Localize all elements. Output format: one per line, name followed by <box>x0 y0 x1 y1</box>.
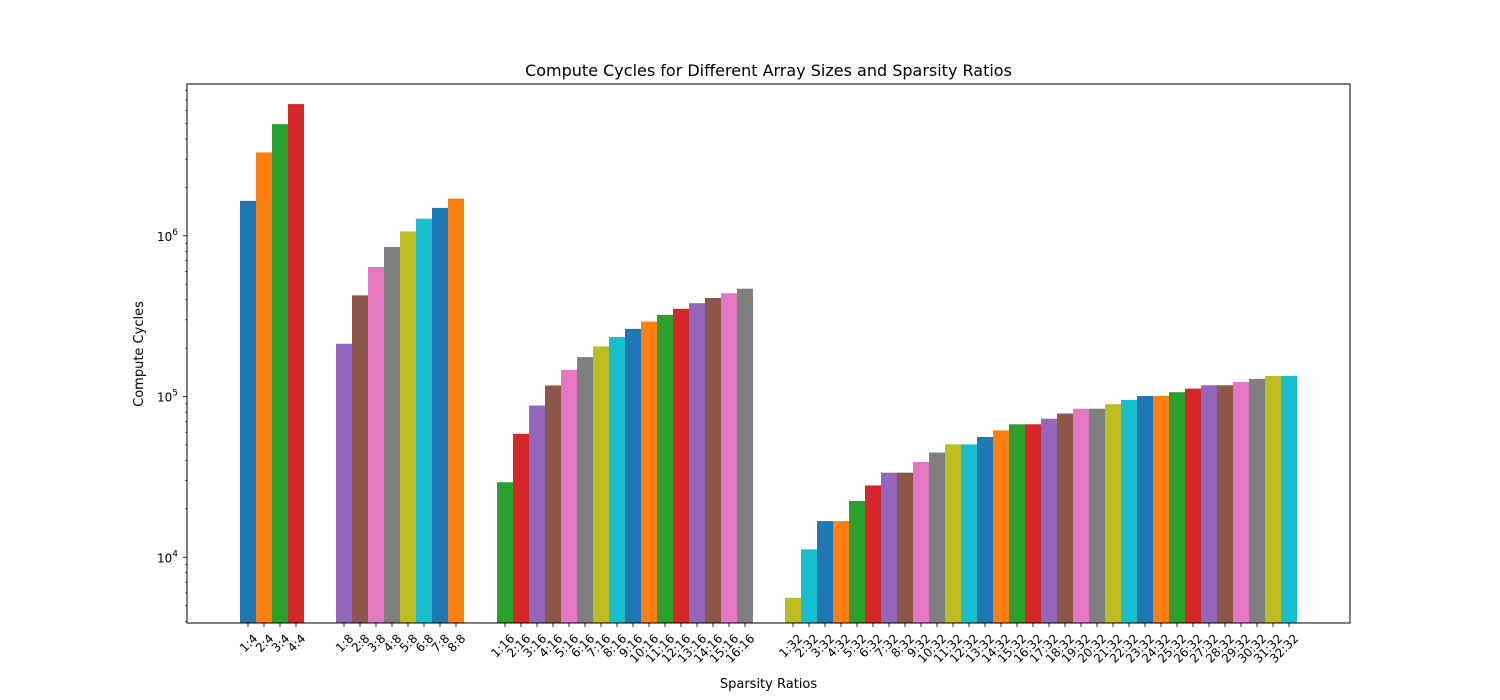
bar-2-32 <box>801 549 817 623</box>
bar-18-32 <box>1057 413 1073 623</box>
bar-16-32 <box>1025 424 1041 623</box>
bar-30-32 <box>1249 378 1265 623</box>
bar-8-32 <box>897 472 913 623</box>
bar-7-8 <box>432 207 448 624</box>
bar-22-32 <box>1121 399 1137 623</box>
x-tick-label: 8:8 <box>445 631 469 655</box>
bar-27-32 <box>1201 385 1217 623</box>
bar-16-16 <box>737 288 753 623</box>
bar-14-16 <box>705 298 721 623</box>
bar-2-8 <box>352 295 368 623</box>
bar-3-8 <box>368 267 384 623</box>
bar-28-32 <box>1217 385 1233 623</box>
bar-20-32 <box>1089 408 1105 623</box>
bar-6-8 <box>416 218 432 623</box>
bar-1-32 <box>785 597 801 623</box>
bar-7-32 <box>881 472 897 623</box>
bar-24-32 <box>1153 395 1169 623</box>
bar-29-32 <box>1233 381 1249 623</box>
y-tick-label: 106 <box>157 228 178 244</box>
bar-10-16 <box>641 321 657 623</box>
y-tick-label: 104 <box>157 549 178 565</box>
bar-11-32 <box>945 444 961 623</box>
bar-1-4 <box>240 200 256 623</box>
bar-3-32 <box>817 521 833 623</box>
bar-15-16 <box>721 293 737 623</box>
bar-3-16 <box>529 405 545 623</box>
bar-2-16 <box>513 433 529 623</box>
bar-4-4 <box>288 104 304 623</box>
bar-5-16 <box>561 369 577 623</box>
bar-1-8 <box>336 343 352 623</box>
x-axis: 1:42:43:44:4 1:82:83:84:85:86:87:88:8 1:16… <box>237 623 1301 666</box>
bars-layer <box>240 104 1297 624</box>
bar-19-32 <box>1073 408 1089 623</box>
bar-9-32 <box>913 461 929 623</box>
bar-15-32 <box>1009 424 1025 623</box>
bar-21-32 <box>1105 404 1121 623</box>
x-axis-label: Sparsity Ratios <box>720 677 817 692</box>
bar-4-16 <box>545 385 561 623</box>
bar-31-32 <box>1265 375 1281 623</box>
bar-1-16 <box>497 482 513 623</box>
bar-12-32 <box>961 444 977 623</box>
chart-title: Compute Cycles for Different Array Sizes… <box>525 61 1012 80</box>
y-tick-label: 105 <box>157 389 178 405</box>
bar-13-32 <box>977 437 993 623</box>
bar-23-32 <box>1137 395 1153 623</box>
bar-4-8 <box>384 246 400 623</box>
bar-12-16 <box>673 308 689 623</box>
bar-10-32 <box>929 452 945 623</box>
bar-25-32 <box>1169 392 1185 623</box>
bar-17-32 <box>1041 418 1057 623</box>
bar-8-16 <box>609 337 625 623</box>
x-tick-label: 4:4 <box>285 631 309 655</box>
y-axis-label: Compute Cycles <box>132 301 147 407</box>
bar-6-32 <box>865 485 881 623</box>
bar-26-32 <box>1185 388 1201 623</box>
bar-13-16 <box>689 303 705 623</box>
bar-32-32 <box>1281 375 1297 623</box>
y-axis: 104 105 106 <box>157 90 187 622</box>
plot-frame <box>186 83 1351 624</box>
bar-8-8 <box>448 198 464 623</box>
bar-5-8 <box>400 231 416 623</box>
bar-7-16 <box>593 346 609 623</box>
bar-2-4 <box>256 152 272 623</box>
bar-6-16 <box>577 357 593 623</box>
bar-14-32 <box>993 430 1009 623</box>
bar-3-4 <box>272 124 288 624</box>
bar-9-16 <box>625 328 641 623</box>
bar-5-32 <box>849 500 865 623</box>
bar-4-32 <box>833 521 849 623</box>
bar-11-16 <box>657 314 673 623</box>
